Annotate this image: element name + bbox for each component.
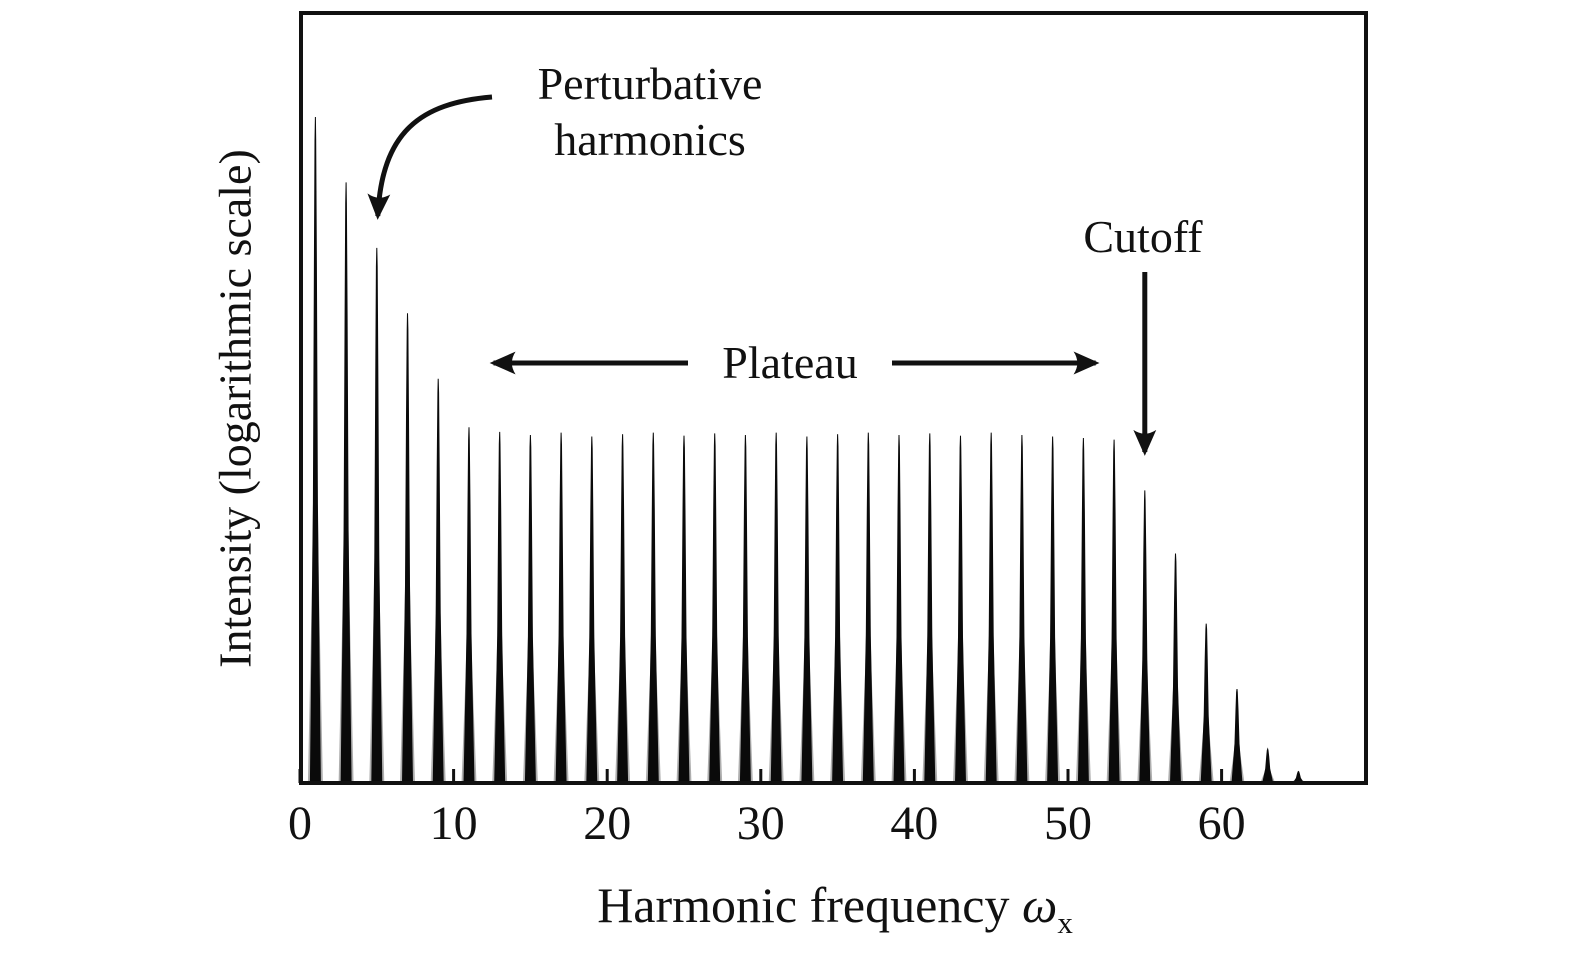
x-tick-label: 10 (429, 797, 478, 850)
x-tick-label: 60 (1197, 797, 1246, 850)
omega-subscript: x (1057, 905, 1073, 940)
omega-symbol: ω (1022, 877, 1058, 933)
harmonic-peaks (309, 116, 1305, 784)
plot-border (299, 11, 1368, 785)
annotation-perturbative-line1: Perturbative (537, 58, 763, 109)
x-tick-label: 30 (736, 797, 785, 850)
x-axis-label-text: Harmonic frequency (597, 877, 1022, 933)
x-tick-label: 40 (890, 797, 939, 850)
y-axis-label: Intensity (logarithmic scale) (209, 149, 261, 668)
x-tick-label: 50 (1044, 797, 1092, 850)
annotation-plateau: Plateau (688, 334, 892, 392)
annotation-perturbative-line2: harmonics (554, 114, 746, 166)
annotation-perturbative-harmonics: Perturbative harmonics (485, 56, 815, 168)
x-axis-label: Harmonic frequency ωx (300, 876, 1370, 941)
x-tick-label: 0 (288, 797, 312, 850)
annotation-cutoff: Cutoff (1083, 211, 1203, 262)
x-tick-label: 20 (583, 797, 632, 850)
